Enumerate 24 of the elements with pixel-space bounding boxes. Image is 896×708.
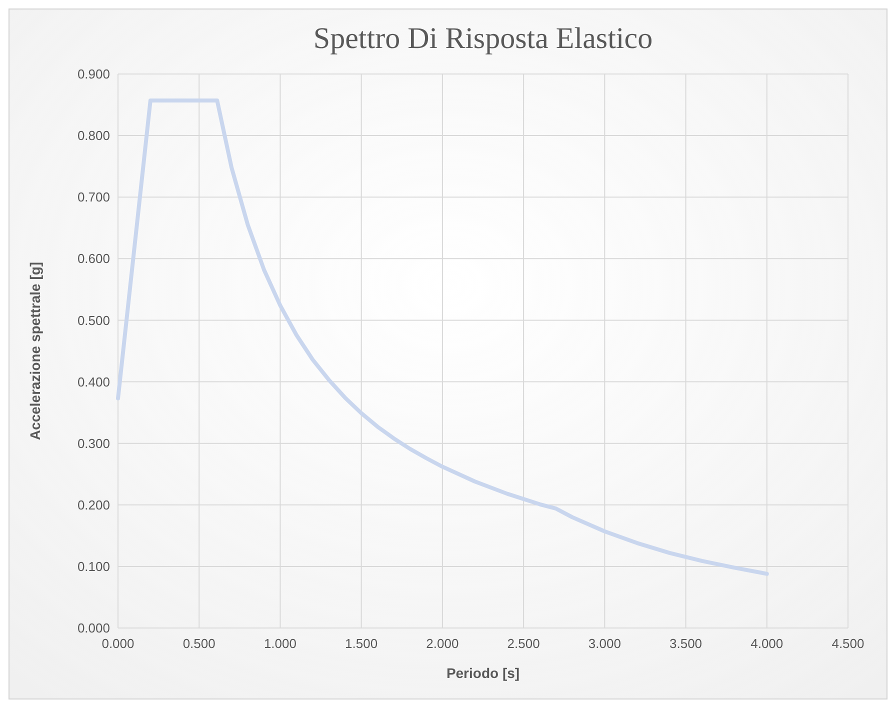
y-tick-label: 0.200 [77, 497, 110, 512]
y-tick-label: 0.800 [77, 128, 110, 144]
y-tick-label: 0.900 [77, 66, 110, 82]
y-tick-label: 0.700 [77, 190, 110, 205]
y-tick-label: 0.100 [77, 558, 110, 574]
x-tick-label: 3.000 [588, 636, 621, 651]
y-tick-label: 0.000 [77, 620, 110, 636]
x-tick-label: 4.500 [832, 636, 864, 651]
x-tick-label: 4.000 [750, 636, 784, 651]
line-series [116, 98, 769, 576]
y-tick-label: 0.400 [77, 374, 110, 390]
x-axis-title: Periodo [s] [446, 665, 520, 681]
y-tick-label: 0.600 [77, 251, 110, 266]
y-axis-title: Accelerazione spettrale [g] [27, 262, 43, 440]
x-tick-label: 1.500 [345, 636, 378, 651]
y-tick-label: 0.300 [77, 436, 110, 451]
y-tick-label: 0.500 [77, 312, 110, 328]
x-tick-label: 0.000 [102, 636, 134, 651]
x-tick-label: 2.500 [507, 636, 540, 651]
x-tick-label: 2.000 [426, 636, 459, 651]
x-tick-label: 1.000 [264, 636, 296, 651]
chart-title: Spettro Di Risposta Elastico [313, 22, 653, 55]
x-tick-label: 3.500 [670, 636, 702, 651]
x-tick-label: 0.500 [182, 636, 216, 651]
